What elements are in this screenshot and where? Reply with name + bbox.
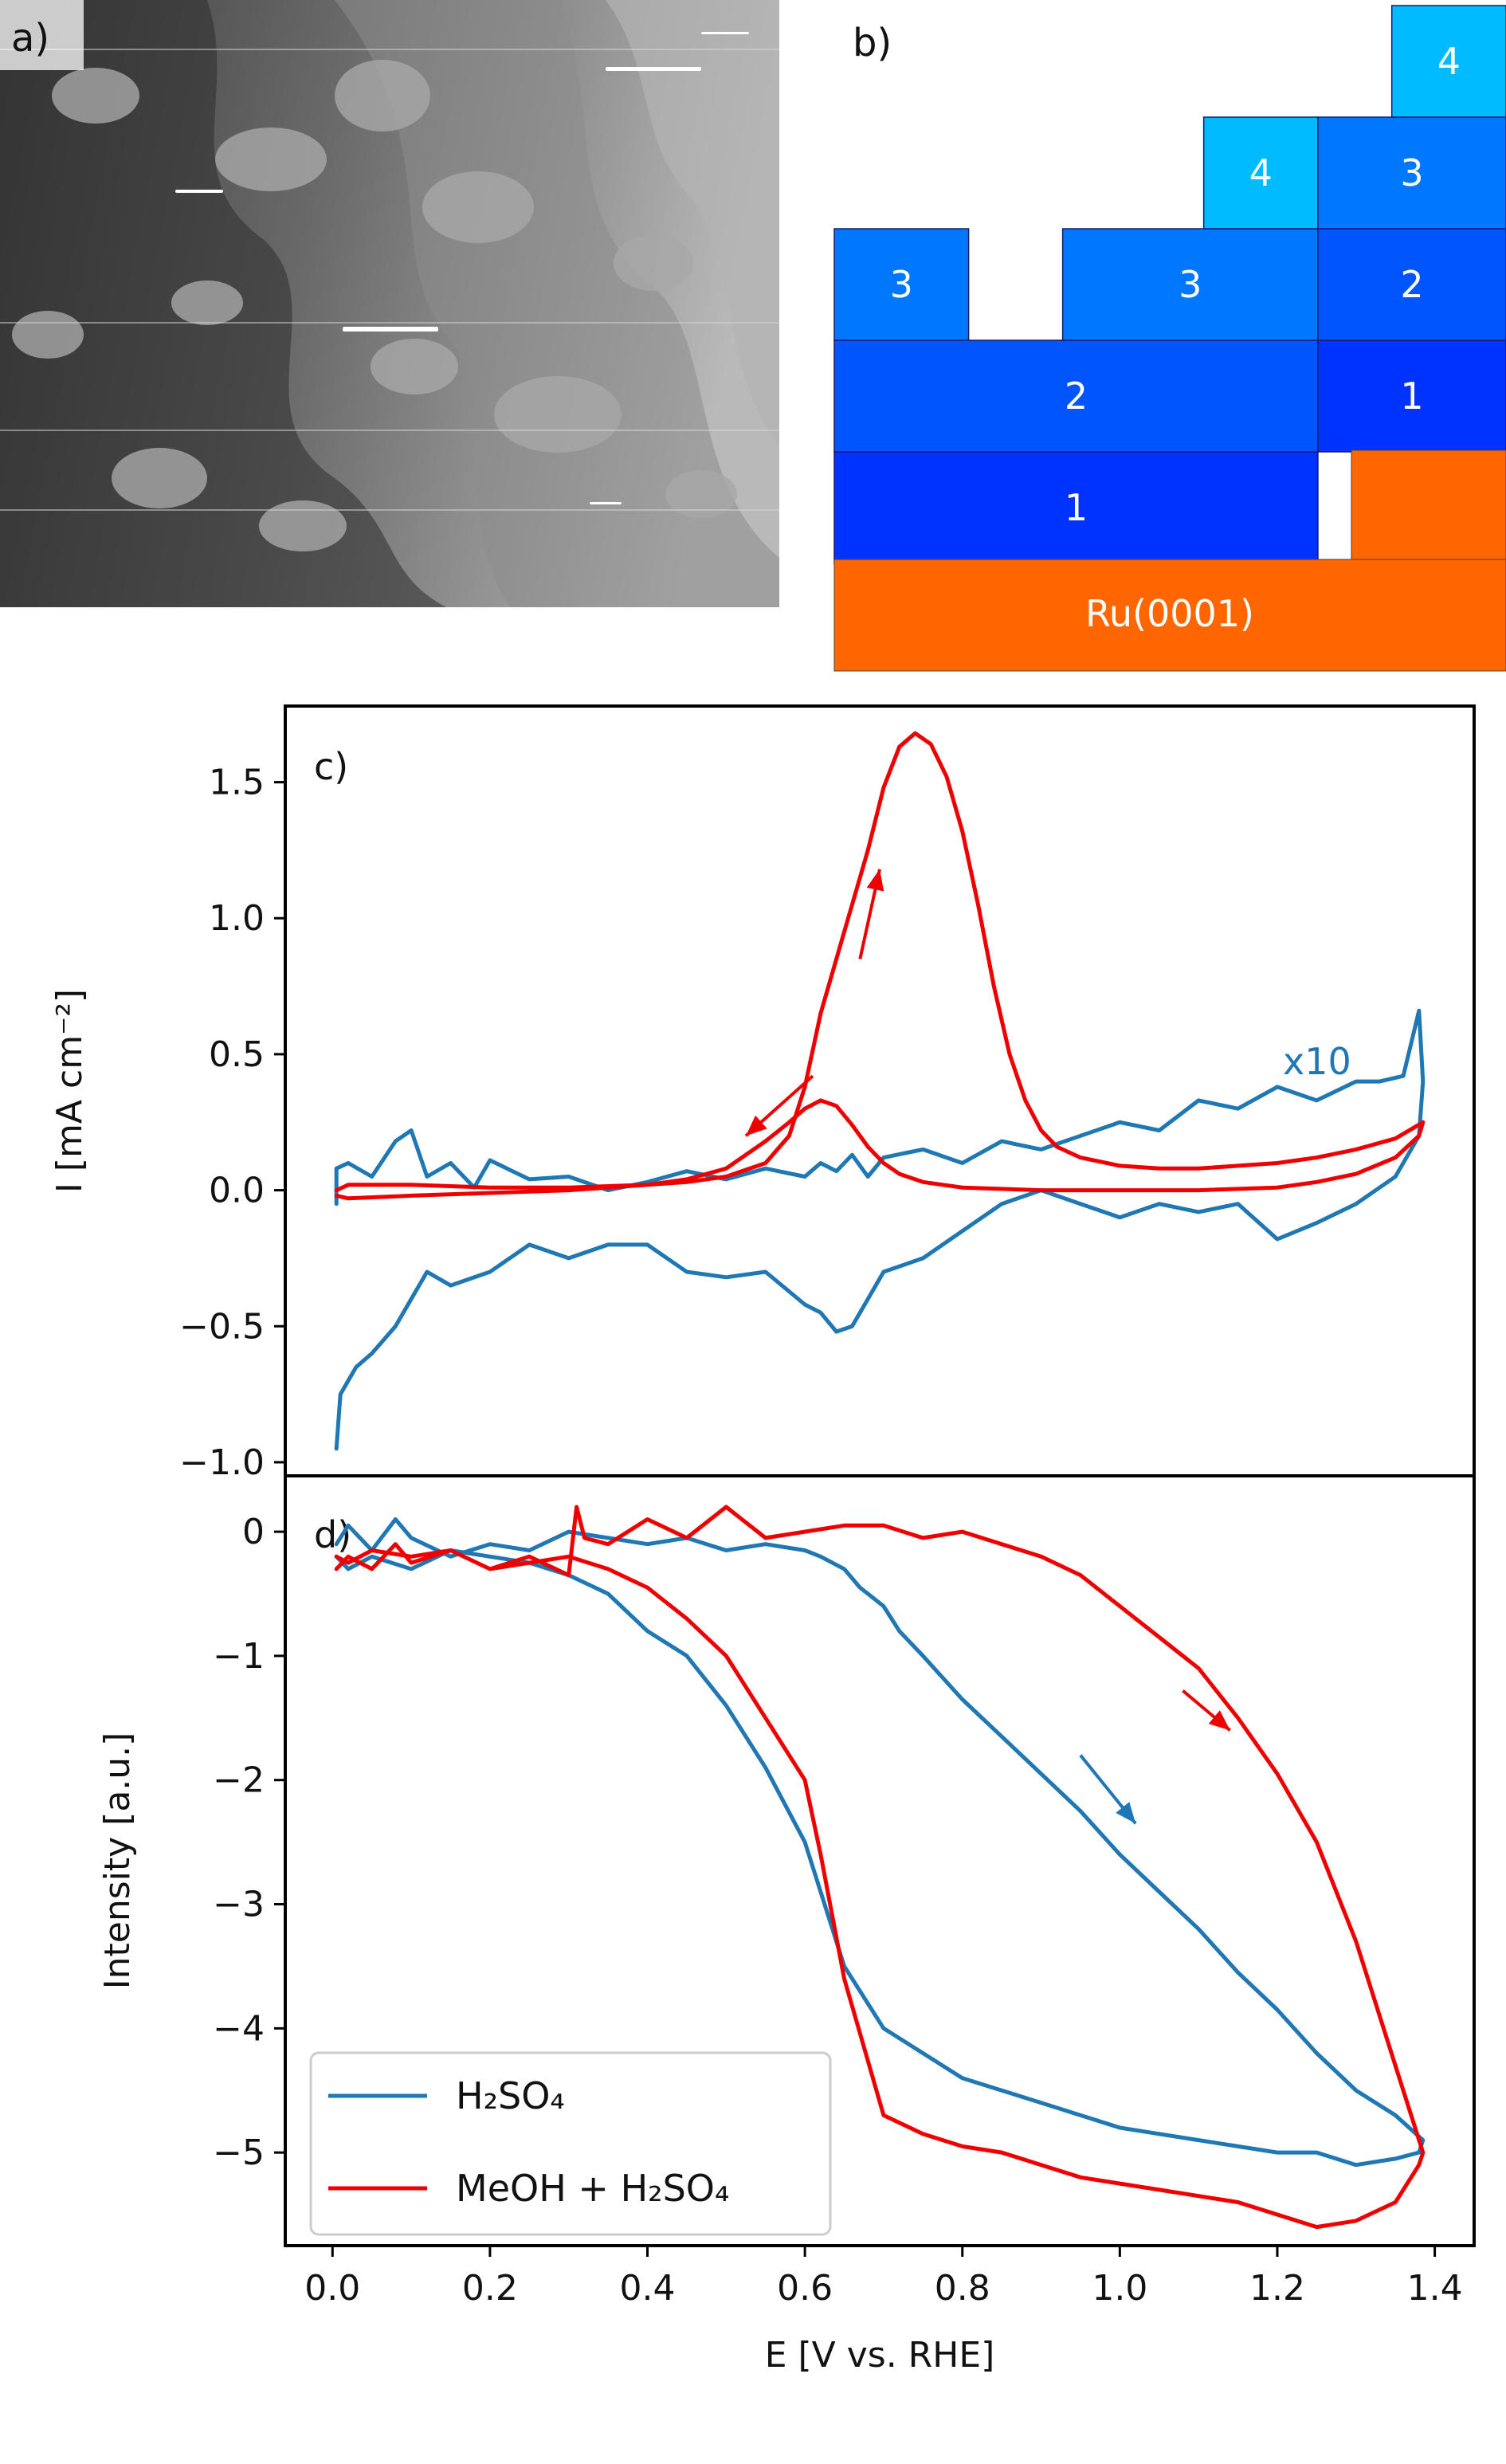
- layer-block-2: [833, 339, 1319, 453]
- chart-c-lines: [334, 731, 1426, 1451]
- y-tick-label: −1: [213, 1636, 265, 1677]
- panel-a-label: a): [11, 16, 49, 61]
- chart-c-panel-label: c): [314, 745, 348, 788]
- legend-box: [309, 2051, 832, 2236]
- layer-block-label: 3: [1179, 263, 1202, 306]
- layer-block-4: [1202, 116, 1319, 230]
- y-tick-label: 1.5: [209, 763, 265, 803]
- chart-d-xlabel: E [V vs. RHE]: [765, 2335, 995, 2376]
- chart-c-y-ticks: −1.0 −0.5 0.0 0.5 1.0 1.5: [179, 763, 285, 1483]
- layer-block-label: 2: [1065, 375, 1088, 418]
- chart-d-y-ticks: 0 −1 −2 −3 −4 −5: [213, 1512, 285, 2173]
- chart-d-arrows: [1079, 1689, 1231, 1825]
- y-tick-label: 0.5: [209, 1034, 265, 1075]
- x-tick-label: 0.2: [462, 2268, 518, 2309]
- y-tick-label: −0.5: [179, 1306, 265, 1347]
- layer-block-1: [1317, 339, 1506, 453]
- x-tick-label: 0.8: [935, 2268, 990, 2309]
- chart-c-series-h2so4: [334, 1008, 1426, 1451]
- chart-c-ylabel: I [mA cm⁻²]: [49, 989, 90, 1193]
- legend-label-h2so4: H₂SO₄: [456, 2074, 565, 2117]
- chart-d-frame: [284, 1474, 1476, 2247]
- ru-substrate-label: Ru(0001): [1085, 592, 1254, 635]
- chart-c-series-meoh: [334, 731, 1426, 1201]
- layer-block-label: 4: [1437, 40, 1461, 83]
- layer-blocks: 1 2 3 3 4 1 2 3 4: [833, 5, 1506, 564]
- y-tick-label: −4: [213, 2008, 265, 2049]
- legend-label-meoh: MeOH + H₂SO₄: [456, 2167, 729, 2210]
- layer-block-3: [1061, 228, 1319, 341]
- layer-block-label: 3: [890, 263, 913, 306]
- y-tick-label: 1.0: [209, 898, 265, 939]
- chart-c: c) −1.0 −0.5 0.0 0.5 1.0 1.5 x10 I [mA cm⁻²]: [49, 704, 1476, 1483]
- layer-block-3: [833, 228, 970, 341]
- stm-islands: [12, 60, 737, 551]
- layer-schematic-panel: b) 1 2 3 3 4 1 2 3 4 Ru(0001): [829, 0, 1506, 677]
- layer-block-label: 1: [1400, 375, 1423, 418]
- chart-c-frame: [284, 704, 1476, 1477]
- x-tick-label: 0.6: [777, 2268, 833, 2309]
- stm-scan-lines: [0, 49, 779, 511]
- chart-d-series-meoh: [334, 1505, 1426, 2230]
- stm-image-panel: a): [0, 0, 781, 607]
- y-tick-label: −3: [213, 1885, 265, 1925]
- layer-block-label: 2: [1400, 263, 1423, 306]
- chart-d-series-h2so4: [334, 1517, 1426, 2168]
- chart-d-panel-label: d): [314, 1513, 351, 1556]
- layer-block-label: 4: [1249, 151, 1273, 194]
- stm-streaks: [175, 32, 749, 504]
- cv-plots: c) −1.0 −0.5 0.0 0.5 1.0 1.5 x10 I [mA cm⁻²] …: [0, 685, 1506, 2461]
- chart-d-lines: [334, 1505, 1426, 2230]
- x-tick-label: 0.0: [304, 2268, 360, 2309]
- y-tick-label: −2: [213, 1760, 265, 1801]
- layer-block-label: 1: [1065, 486, 1088, 529]
- chart-c-arrow-down-head: [746, 1115, 767, 1136]
- chart-d-x-ticks: 0.0 0.2 0.4 0.6 0.8 1.0 1.2 1.4: [304, 2246, 1463, 2309]
- y-tick-label: −1.0: [179, 1442, 265, 1483]
- chart-c-annotation: x10: [1283, 1040, 1351, 1083]
- ru-substrate-step: [1351, 449, 1506, 560]
- ru-substrate: [833, 559, 1506, 672]
- cv-plots-svg: c) −1.0−0.50.00.51.01.5 x10 I [mA cm⁻²] …: [49, 704, 1476, 2376]
- chart-d-ylabel: Intensity [a.u.]: [97, 1732, 138, 1990]
- layer-block-4: [1390, 5, 1506, 118]
- stm-image: a): [0, 0, 779, 607]
- x-tick-label: 1.4: [1407, 2268, 1463, 2309]
- chart-d-arrow-h2so4-head: [1116, 1802, 1136, 1824]
- chart-d-arrow-meoh-head: [1208, 1710, 1230, 1731]
- panel-b-label: b): [853, 21, 892, 65]
- chart-c-arrows: [744, 869, 884, 1137]
- layer-block-1: [833, 451, 1319, 564]
- layer-schematic: b) 1 2 3 3 4 1 2 3 4 Ru(0001): [833, 5, 1506, 672]
- y-tick-label: 0.0: [209, 1171, 265, 1211]
- x-tick-label: 1.0: [1092, 2268, 1147, 2309]
- x-tick-label: 1.2: [1249, 2268, 1305, 2309]
- y-tick-label: 0: [242, 1512, 265, 1552]
- layer-block-3: [1317, 116, 1506, 230]
- y-tick-label: −5: [213, 2132, 265, 2173]
- layer-block-label: 3: [1400, 151, 1423, 194]
- chart-c-arrow-up-head: [866, 869, 884, 892]
- layer-block-2: [1317, 228, 1506, 341]
- chart-d: d) 0−1−2−3−4−5 0.0 0.2 0.4 0.6 0.8 1.0 1.2 1.4 …: [97, 1474, 1476, 2376]
- x-tick-label: 0.4: [620, 2268, 676, 2309]
- chart-d-legend: H₂SO₄ MeOH + H₂SO₄: [309, 2051, 832, 2236]
